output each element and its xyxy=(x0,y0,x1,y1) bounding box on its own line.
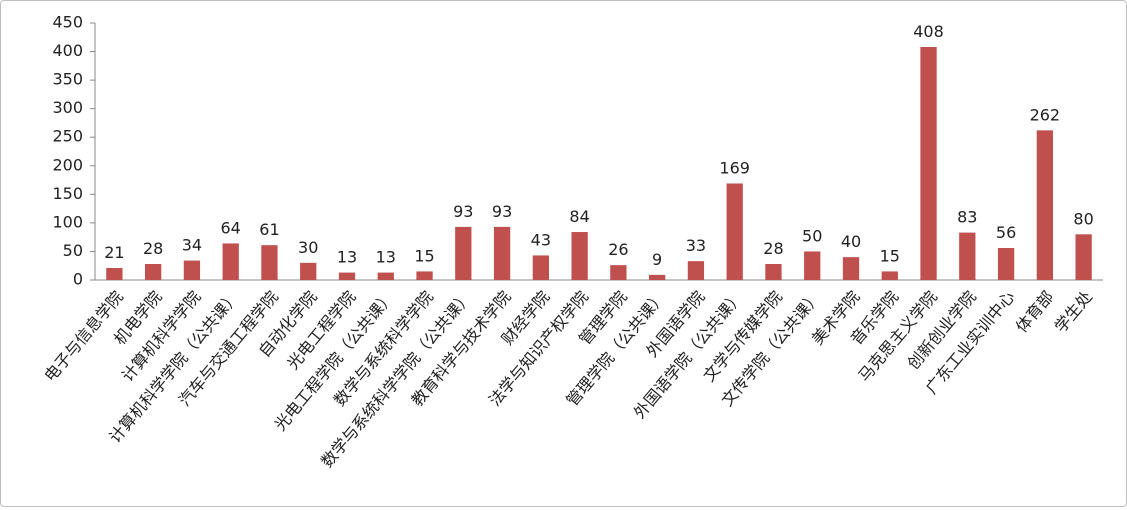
value-label: 84 xyxy=(569,207,589,226)
y-tick-label: 400 xyxy=(52,41,83,60)
bar xyxy=(571,232,588,280)
bar xyxy=(881,271,898,280)
value-label: 50 xyxy=(802,226,822,245)
y-tick-label: 200 xyxy=(52,155,83,174)
bar xyxy=(726,183,743,280)
value-label: 28 xyxy=(763,239,783,258)
value-label: 80 xyxy=(1073,209,1093,228)
bar xyxy=(183,260,201,280)
y-tick-label: 250 xyxy=(52,127,83,146)
bar xyxy=(610,265,627,280)
y-tick-label: 100 xyxy=(52,212,83,231)
bar xyxy=(842,257,860,280)
value-label: 169 xyxy=(719,158,750,177)
bar xyxy=(765,264,782,280)
y-tick-label: 150 xyxy=(52,184,83,203)
value-label: 30 xyxy=(298,238,318,257)
value-label: 408 xyxy=(913,22,944,41)
bar xyxy=(997,248,1015,280)
bar xyxy=(1036,130,1053,280)
y-tick-label: 300 xyxy=(52,98,83,117)
bar xyxy=(804,251,821,280)
value-label: 43 xyxy=(531,230,551,249)
value-label: 262 xyxy=(1030,105,1061,124)
value-label: 15 xyxy=(414,246,434,265)
bar xyxy=(106,268,123,280)
value-label: 13 xyxy=(376,248,396,267)
value-label: 61 xyxy=(259,220,279,239)
bar xyxy=(261,245,278,280)
value-label: 13 xyxy=(337,248,357,267)
value-label: 21 xyxy=(104,243,124,262)
bar xyxy=(687,261,705,280)
value-label: 56 xyxy=(996,223,1016,242)
bar xyxy=(493,226,511,280)
value-label: 33 xyxy=(686,236,706,255)
value-label: 34 xyxy=(182,236,202,255)
bar xyxy=(532,255,549,280)
x-tick-label: 体育部 xyxy=(1012,287,1057,336)
bar xyxy=(649,274,666,280)
bar xyxy=(377,272,394,280)
value-label: 40 xyxy=(841,232,861,251)
bar xyxy=(455,226,472,280)
value-label: 26 xyxy=(608,240,628,259)
bar xyxy=(920,46,937,281)
y-tick-label: 350 xyxy=(52,70,83,89)
value-label: 64 xyxy=(221,218,241,237)
bar xyxy=(416,271,433,280)
bar xyxy=(338,272,356,280)
y-tick-label: 50 xyxy=(63,241,83,260)
bar xyxy=(300,262,317,280)
value-label: 93 xyxy=(492,202,512,221)
y-tick-label: 0 xyxy=(73,270,83,289)
value-label: 83 xyxy=(957,208,977,227)
bar xyxy=(145,264,162,280)
x-tick-label: 学生处 xyxy=(1051,287,1096,336)
bar xyxy=(222,243,239,280)
value-label: 9 xyxy=(652,250,662,269)
y-tick-label: 450 xyxy=(52,13,83,32)
bar xyxy=(959,232,976,280)
value-label: 93 xyxy=(453,202,473,221)
bar xyxy=(1075,234,1092,280)
value-label: 15 xyxy=(880,246,900,265)
value-label: 28 xyxy=(143,239,163,258)
